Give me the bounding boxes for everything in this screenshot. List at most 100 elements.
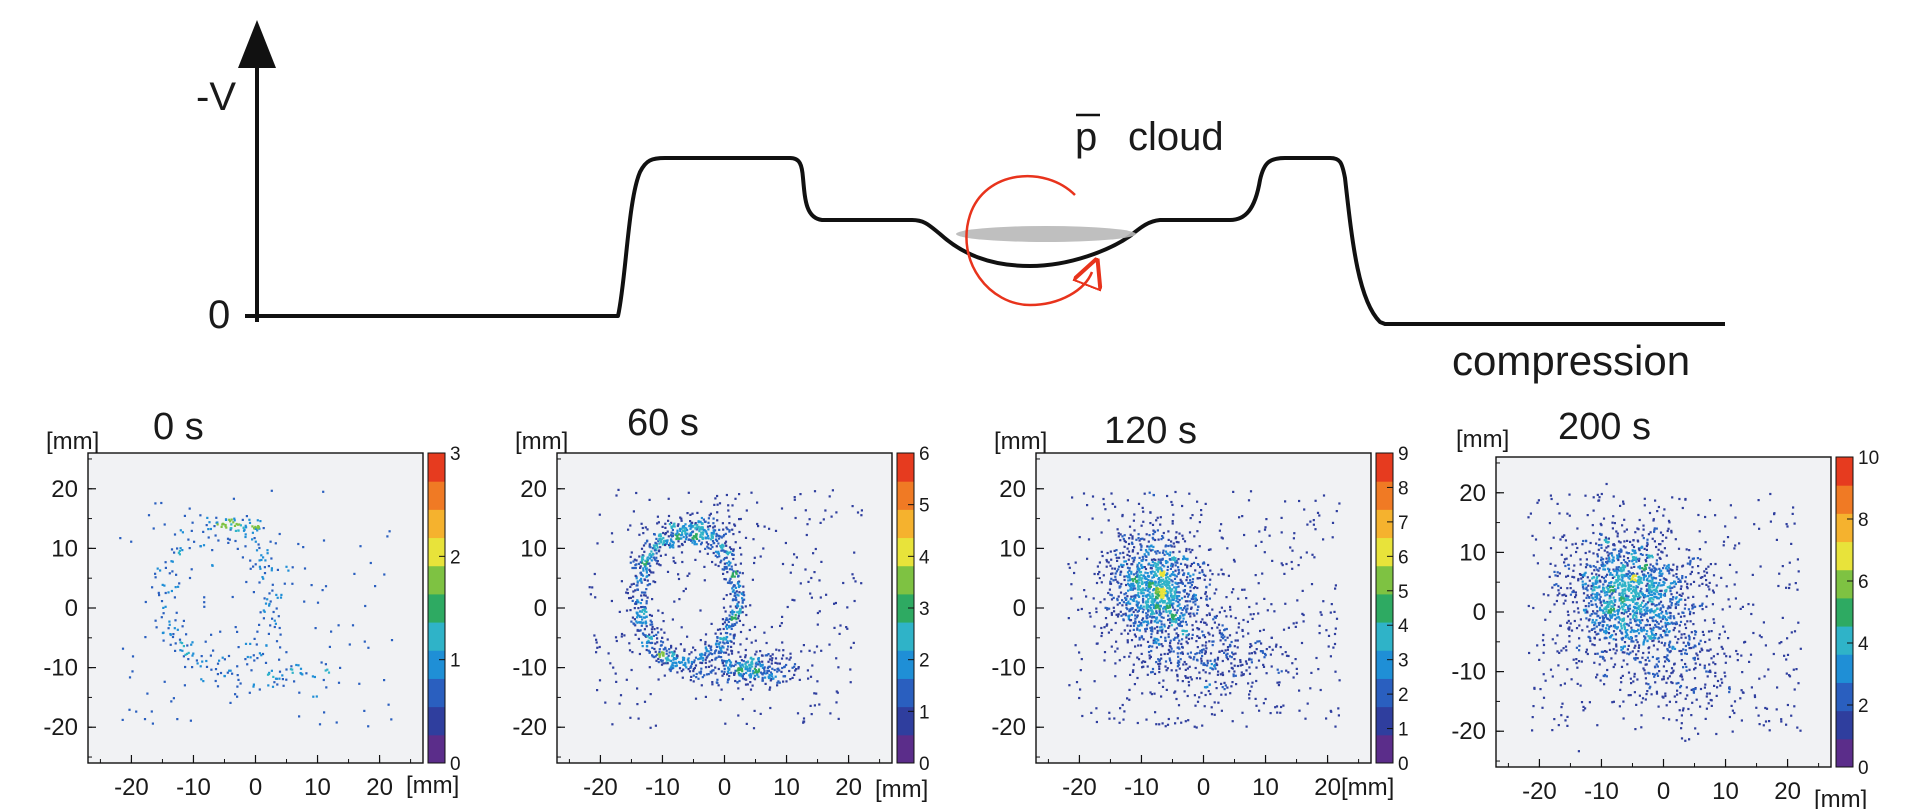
hit-pixel xyxy=(1152,538,1155,541)
hit-pixel xyxy=(1154,607,1157,610)
hit-pixel xyxy=(687,668,690,671)
colorbar-segment xyxy=(428,593,445,623)
hit-pixel xyxy=(1233,658,1236,661)
hit-pixel xyxy=(1077,608,1080,611)
hit-pixel xyxy=(809,592,812,595)
hit-pixel xyxy=(1162,549,1165,552)
hit-pixel xyxy=(1643,608,1646,612)
hit-pixel xyxy=(1157,583,1160,586)
hit-pixel xyxy=(1211,668,1214,671)
hit-pixel xyxy=(829,712,832,715)
hit-pixel xyxy=(744,605,747,608)
hit-pixel xyxy=(1666,623,1669,626)
hit-pixel xyxy=(1174,581,1177,584)
hit-pixel xyxy=(734,586,737,589)
hit-pixel xyxy=(1562,602,1565,605)
hit-pixel xyxy=(1646,630,1649,633)
hit-pixel xyxy=(731,528,734,531)
hit-pixel xyxy=(1144,594,1147,597)
colorbar-segment xyxy=(1376,481,1393,510)
hit-pixel xyxy=(223,658,226,661)
hit-pixel xyxy=(1644,574,1647,577)
hit-pixel xyxy=(1608,619,1611,622)
hit-pixel xyxy=(734,563,737,566)
hit-pixel xyxy=(728,675,731,678)
hit-pixel xyxy=(625,591,628,594)
hit-pixel xyxy=(609,662,612,665)
hit-pixel xyxy=(717,542,720,545)
hit-pixel xyxy=(1167,598,1171,601)
hit-pixel xyxy=(1327,634,1331,637)
hit-pixel xyxy=(1108,588,1111,591)
hit-pixel xyxy=(1137,578,1141,581)
hit-pixel xyxy=(1654,623,1657,626)
hit-pixel xyxy=(1314,528,1317,531)
hit-pixel xyxy=(1615,573,1618,577)
hit-pixel xyxy=(1558,651,1561,654)
hit-pixel xyxy=(687,660,690,663)
hit-pixel xyxy=(704,547,707,550)
hit-pixel xyxy=(1599,609,1602,612)
hit-pixel xyxy=(722,659,725,662)
hit-pixel xyxy=(1168,553,1171,557)
hit-pixel xyxy=(1148,654,1151,657)
hit-pixel xyxy=(1172,513,1175,516)
hit-pixel xyxy=(1127,558,1130,561)
hit-pixel xyxy=(1634,551,1637,554)
hit-pixel xyxy=(710,664,713,667)
hit-pixel xyxy=(1573,619,1576,623)
hit-pixel xyxy=(1170,573,1173,576)
hit-pixel xyxy=(1295,667,1298,670)
hit-pixel xyxy=(163,584,166,587)
hit-pixel xyxy=(663,674,666,677)
hit-pixel xyxy=(1171,520,1174,523)
hit-pixel xyxy=(654,655,657,658)
hit-pixel xyxy=(1131,607,1134,610)
hit-pixel xyxy=(1250,658,1253,661)
hit-pixel xyxy=(685,536,688,539)
hit-pixel xyxy=(258,623,261,626)
hit-pixel xyxy=(351,624,355,627)
hit-pixel xyxy=(237,529,240,532)
hit-pixel xyxy=(1191,596,1194,599)
hit-pixel xyxy=(652,556,655,559)
hit-pixel xyxy=(706,525,710,528)
hit-pixel xyxy=(144,636,147,639)
hit-pixel xyxy=(1629,694,1632,697)
hit-pixel xyxy=(1576,607,1580,610)
hit-pixel xyxy=(1572,589,1575,592)
hit-pixel xyxy=(629,609,632,612)
heatmap-panel-200s: 200 s [mm] [mm] -20 -10 0 10 2020100-10-2002… xyxy=(1451,406,1879,809)
hit-pixel xyxy=(651,547,654,550)
hit-pixel xyxy=(1126,608,1129,611)
hit-pixel xyxy=(1681,575,1684,578)
hit-pixel xyxy=(1236,639,1239,642)
hit-pixel xyxy=(267,672,271,676)
hit-pixel xyxy=(1140,537,1143,541)
hit-pixel xyxy=(1125,583,1128,587)
hit-pixel xyxy=(1117,581,1120,585)
hit-pixel xyxy=(1151,670,1154,674)
hit-pixel xyxy=(1170,661,1173,665)
hit-pixel xyxy=(221,656,224,659)
hit-pixel xyxy=(1661,610,1664,613)
hit-pixel xyxy=(1635,603,1639,606)
hit-pixel xyxy=(657,609,660,612)
hit-pixel xyxy=(744,683,748,686)
hit-pixel xyxy=(662,620,665,623)
hit-pixel xyxy=(1285,669,1288,672)
hit-pixel xyxy=(1285,654,1289,657)
hit-pixel xyxy=(816,623,819,626)
hit-pixel xyxy=(733,523,736,526)
hit-pixel xyxy=(1271,648,1274,651)
hit-pixel xyxy=(1070,583,1073,586)
hit-pixel xyxy=(1625,574,1628,577)
hit-pixel xyxy=(1591,592,1594,595)
hit-pixel xyxy=(732,634,735,637)
hit-pixel xyxy=(258,546,261,550)
hit-pixel xyxy=(258,581,261,584)
hit-pixel xyxy=(1558,572,1561,575)
hit-pixel xyxy=(1120,614,1123,617)
hit-pixel xyxy=(1183,595,1186,598)
hit-pixel xyxy=(1156,629,1159,632)
